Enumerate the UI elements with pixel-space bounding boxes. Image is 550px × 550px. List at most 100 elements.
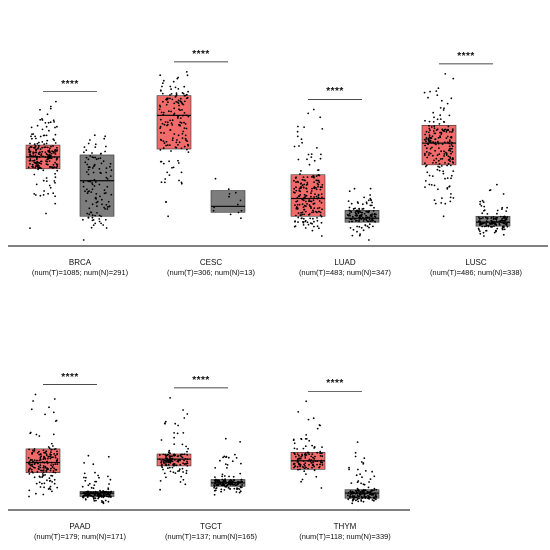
- lusc-tumor-point: [440, 202, 443, 204]
- lusc-normal-point: [494, 217, 497, 220]
- lusc-tumor-point: [433, 125, 436, 128]
- tgct-normal-point: [230, 479, 233, 482]
- luad-tumor-point: [317, 210, 320, 213]
- luad-tumor-point: [293, 225, 296, 228]
- cesc-tumor-point: [185, 93, 188, 96]
- lusc-tumor-point: [432, 111, 435, 114]
- lusc-normal-point: [484, 216, 487, 219]
- paad-tumor-point: [46, 457, 49, 460]
- paad-tumor-point: [42, 471, 45, 473]
- lusc-tumor-point: [451, 151, 454, 153]
- thym-normal-point: [368, 481, 370, 483]
- brca-normal-point: [92, 165, 95, 168]
- tgct-normal-point: [226, 464, 229, 466]
- paad-normal-point: [102, 501, 105, 503]
- lusc-tumor-point: [450, 97, 453, 100]
- tgct-tumor-point: [179, 459, 181, 462]
- luad-tumor-point: [296, 180, 299, 183]
- thym-normal-point: [361, 476, 363, 479]
- cesc-tumor-point: [170, 110, 173, 113]
- brca-tumor-point: [35, 151, 38, 154]
- lusc-tumor-point: [427, 96, 429, 99]
- luad-tumor-point: [317, 185, 319, 188]
- luad-tumor-point: [321, 186, 323, 189]
- paad-tumor-point: [29, 432, 32, 435]
- tgct-tumor-point: [173, 432, 176, 434]
- panel-paad: [25, 384, 115, 505]
- luad-normal-point: [364, 224, 367, 227]
- lusc-tumor-point: [451, 142, 454, 144]
- paad-tumor-point: [51, 465, 54, 468]
- brca-tumor-point: [38, 141, 40, 144]
- brca-tumor-point: [56, 125, 58, 128]
- luad-normal-point: [356, 225, 358, 228]
- lusc-tumor-point: [428, 136, 431, 139]
- cesc-tumor-point: [166, 124, 168, 127]
- luad-tumor-point: [313, 187, 316, 190]
- brca-tumor-point: [32, 166, 34, 169]
- thym-normal-point: [373, 489, 375, 492]
- lusc-normal-point: [491, 221, 493, 224]
- tgct-normal-point: [214, 489, 217, 492]
- luad-tumor-point: [301, 178, 304, 181]
- brca-normal-point: [88, 166, 91, 169]
- brca-normal-point: [92, 171, 95, 174]
- thym-tumor-point: [308, 453, 310, 456]
- lusc-normal-point: [483, 235, 485, 237]
- brca-normal-point: [85, 149, 88, 152]
- paad-normal-point: [99, 489, 101, 492]
- paad-tumor-point: [52, 463, 55, 466]
- brca-normal-point: [93, 178, 96, 181]
- paad-tumor-point: [49, 455, 51, 458]
- luad-tumor-point: [319, 214, 322, 217]
- paad-tumor-point: [31, 453, 33, 455]
- thym-normal-point: [360, 461, 363, 463]
- cesc-normal-point: [240, 209, 243, 212]
- brca-count-label: (num(T)=1085; num(N)=291): [31, 268, 129, 277]
- paad-normal-point: [109, 493, 112, 495]
- cesc-tumor-point: [180, 147, 183, 150]
- cesc-tumor-point: [184, 134, 187, 137]
- brca-normal-point: [93, 134, 96, 137]
- cesc-tumor-point: [160, 111, 163, 114]
- lusc-tumor-point: [440, 150, 442, 153]
- brca-normal-point: [85, 200, 87, 202]
- lusc-tumor-point: [428, 134, 431, 137]
- lusc-normal-point: [478, 228, 480, 231]
- brca-tumor-point: [36, 142, 39, 145]
- luad-tumor-point: [302, 224, 305, 226]
- luad-normal-point: [369, 214, 372, 217]
- cesc-tumor-point: [181, 102, 184, 105]
- paad-normal-point: [103, 495, 106, 498]
- lusc-tumor-point: [428, 127, 431, 130]
- luad-tumor-point: [296, 196, 299, 199]
- thym-tumor-point: [299, 463, 301, 466]
- luad-tumor-point: [294, 214, 297, 217]
- cesc-tumor-point: [161, 85, 163, 88]
- lusc-normal-point: [483, 209, 485, 212]
- lusc-normal-point: [506, 206, 508, 209]
- paad-normal-point: [106, 491, 109, 494]
- brca-normal-point: [90, 191, 93, 194]
- luad-normal-point: [368, 216, 371, 219]
- thym-normal-point: [354, 492, 357, 495]
- thym-tumor-point: [304, 457, 307, 459]
- paad-tumor-point: [53, 482, 56, 485]
- cesc-tumor-point: [171, 98, 174, 101]
- tgct-tumor-point: [160, 464, 163, 467]
- paad-tumor-point: [38, 453, 41, 456]
- cesc-tumor-point: [185, 139, 188, 142]
- tgct-tumor-point: [185, 445, 188, 448]
- paad-tumor-point: [47, 446, 50, 448]
- luad-normal-point: [372, 210, 375, 212]
- luad-tumor-point: [303, 208, 306, 211]
- paad-normal-point: [87, 490, 89, 493]
- tgct-normal-point: [234, 453, 236, 456]
- thym-tumor-point: [304, 452, 307, 455]
- cesc-tumor-point: [164, 181, 166, 184]
- luad-tumor-point: [319, 116, 322, 119]
- tgct-tumor-point: [168, 466, 171, 469]
- panel-luad: [290, 99, 380, 241]
- luad-normal-point: [359, 217, 362, 220]
- paad-tumor-point: [33, 449, 36, 452]
